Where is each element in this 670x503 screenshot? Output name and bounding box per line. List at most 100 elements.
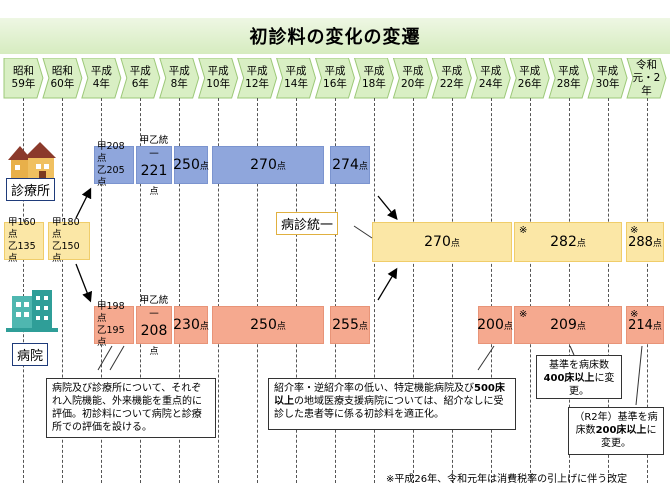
era-arrow [314, 58, 355, 99]
era-arrow [587, 58, 628, 99]
clinic-h6-box: 甲乙統一 221 点 [136, 135, 172, 197]
era-label-line1: 平成 [207, 65, 229, 77]
unit: 点 [652, 321, 662, 332]
title-bar: 初診料の変化の変遷 [0, 18, 670, 54]
era-label: 平成 4年 [84, 58, 119, 98]
era-gridline [257, 98, 259, 483]
hospital-h8-box: 230 点 [173, 306, 209, 344]
era-gridline [218, 98, 220, 483]
star-note: ※ [519, 225, 528, 236]
era-gridline [529, 98, 531, 483]
era-label-line1: 平成 [363, 65, 385, 77]
era-label: 平成 24年 [473, 58, 508, 98]
hospital-h4-a: 甲198点 [97, 301, 125, 324]
unified-h20-value: 270 [424, 234, 451, 250]
clinic-h6-value: 221 [140, 163, 168, 179]
hospital-h6-a: 甲乙統一 [139, 295, 169, 320]
era-label: 平成 14年 [279, 58, 314, 98]
era-arrow [275, 58, 317, 99]
era-label-line1: 平成 [168, 65, 190, 77]
era-label-line2: 12年 [245, 78, 270, 90]
unified-h26-box: ※ 282 点 [514, 222, 622, 262]
unit: 点 [450, 238, 460, 249]
era-arrow [236, 58, 278, 99]
era-gridline [23, 98, 25, 483]
unit: 点 [503, 321, 513, 332]
star-note: ※ [630, 225, 639, 236]
era-gridline [451, 98, 453, 483]
era-label-line1: 平成 [402, 65, 424, 77]
unit: 点 [199, 321, 209, 332]
era-label: 平成 16年 [318, 58, 353, 98]
hospital-h6-box: 甲乙統一 208 点 [136, 295, 172, 357]
era-label-line2: 24年 [478, 78, 503, 90]
note-r2: （R2年）基準を病床数200床以上に変更。 [568, 407, 664, 455]
era-arrow [470, 58, 511, 99]
s59-box: 甲160点 乙135点 [4, 217, 44, 264]
era-label: 平成 26年 [512, 58, 547, 98]
hospital-h6-value: 208 [140, 323, 168, 339]
era-label-line2: 60年 [50, 78, 75, 90]
era-label: 昭和 60年 [45, 58, 80, 98]
era-label-line1: 平成 [597, 65, 619, 77]
era-gridline [335, 98, 336, 483]
era-arrow [353, 58, 394, 99]
clinic-h6-a: 甲乙統一 [139, 135, 169, 160]
clinic-h10-value: 270 [250, 157, 277, 173]
era-arrow [509, 58, 550, 99]
unified-h20-box: 270 点 [372, 222, 512, 262]
era-gridline [646, 98, 648, 483]
unit: 点 [358, 161, 368, 172]
era-label-line1: 平成 [441, 65, 463, 77]
footnote: ※平成26年、令和元年は消費税率の引上げに伴う改定 [386, 474, 628, 485]
unit: 点 [276, 161, 286, 172]
hospital-h24-box: 200 点 [477, 306, 513, 344]
note-h24-text-a: 紹介率・逆紹介率の低い、特定機能病院及び [274, 383, 474, 394]
clinic-h8-value: 250 [173, 157, 200, 173]
era-label-line2: 元・2年 [632, 71, 661, 97]
s60-a: 甲180点 [52, 217, 80, 240]
unit: 点 [199, 161, 209, 172]
unified-h26-value: 282 [550, 234, 577, 250]
era-gridline [101, 98, 103, 483]
clinic-h4-b: 乙205点 [97, 165, 125, 188]
note-r2-text-a: （R2年）基準を病床数 [574, 412, 658, 436]
era-arrow [159, 58, 200, 99]
clinic-h16-box: 274 点 [330, 146, 370, 184]
s59-a: 甲160点 [8, 217, 36, 240]
unit: 点 [276, 321, 286, 332]
era-label-line1: 昭和 [51, 65, 73, 77]
era-label-line2: 10年 [206, 78, 231, 90]
star-note: ※ [519, 309, 528, 320]
unit: 点 [358, 321, 368, 332]
era-gridline [140, 98, 142, 483]
era-gridline [490, 98, 492, 483]
era-label-line2: 4年 [92, 78, 110, 90]
hospital-h26-box: ※ 209 点 [514, 306, 622, 344]
era-timeline [3, 58, 667, 99]
era-label: 昭和 59年 [6, 58, 41, 98]
s60-box: 甲180点 乙150点 [48, 217, 90, 264]
hospital-h10-box: 250 点 [212, 306, 324, 344]
era-label: 平成 20年 [395, 58, 430, 98]
era-label-line1: 平成 [285, 65, 307, 77]
era-gridline [412, 98, 414, 483]
hospital-h4-b: 乙195点 [97, 325, 125, 348]
era-label-line1: 令和 [636, 58, 658, 71]
era-label-line2: 14年 [284, 78, 308, 90]
note-h24: 紹介率・逆紹介率の低い、特定機能病院及び500床以上の地域医療支援病院については… [268, 378, 516, 430]
page-title: 初診料の変化の変遷 [249, 27, 421, 48]
hospital-r1-value: 214 [628, 317, 653, 333]
era-gridline [373, 98, 375, 483]
hospital-h26-value: 209 [550, 317, 577, 333]
unit: 点 [149, 347, 159, 357]
s60-b: 乙150点 [52, 241, 80, 264]
unified-r1-box: ※ 288 点 [626, 222, 664, 262]
unified-label: 病診統一 [276, 212, 339, 235]
era-arrow [548, 58, 589, 99]
era-label-line1: 平成 [129, 65, 151, 77]
era-label-line1: 平成 [480, 65, 502, 77]
era-gridline [607, 98, 609, 483]
era-label-line2: 59年 [11, 78, 36, 90]
era-label-line2: 18年 [362, 78, 386, 90]
